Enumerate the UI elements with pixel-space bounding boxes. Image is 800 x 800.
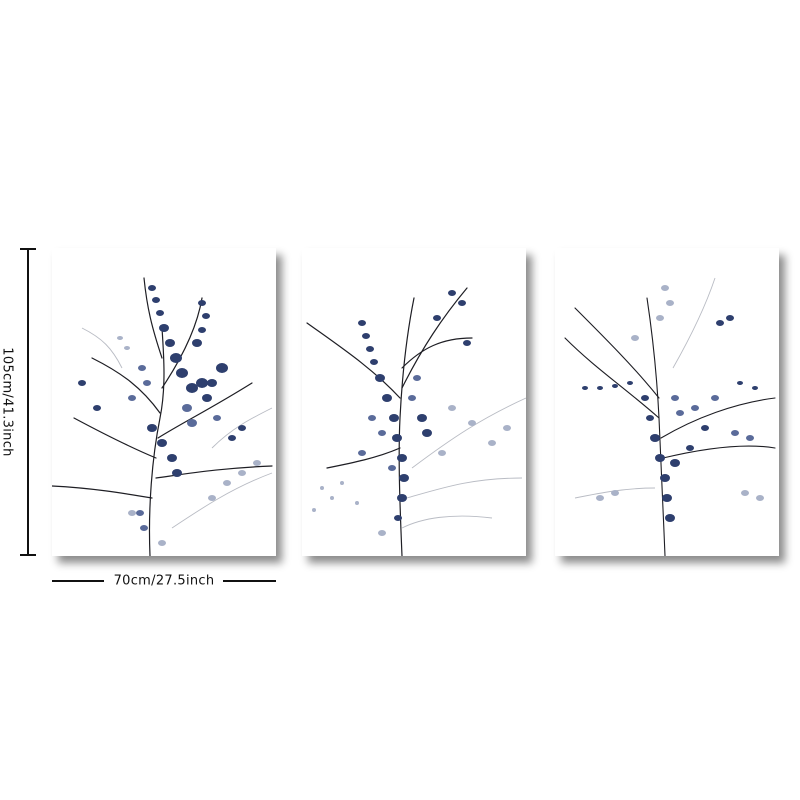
botanical-branch-illustration-left [52, 277, 273, 556]
canvas-panel-left [52, 248, 276, 556]
canvas-panel-right [555, 248, 779, 556]
height-dimension-label: 105cm/41.3inch [0, 343, 15, 461]
height-dimension-tick-top [20, 248, 36, 250]
botanical-branch-illustration-right [564, 277, 776, 556]
width-dimension-label: 70cm/27.5inch [113, 573, 215, 589]
width-dimension-line-right [223, 580, 276, 582]
height-dimension-tick-bottom [20, 554, 36, 556]
canvas-panel-center [302, 248, 526, 556]
botanical-branch-illustration-center [306, 287, 526, 556]
height-dimension-line [27, 248, 29, 556]
width-dimension-line-left [52, 580, 104, 582]
